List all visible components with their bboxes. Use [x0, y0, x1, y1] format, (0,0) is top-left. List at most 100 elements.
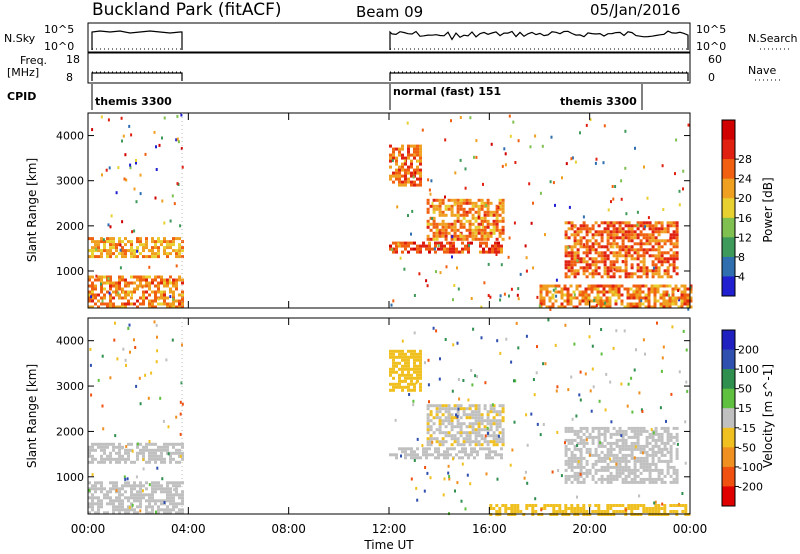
power-cell — [471, 207, 475, 211]
power-cell — [630, 224, 634, 228]
velocity-cell — [604, 408, 607, 412]
power-cell — [435, 204, 439, 208]
power-cell — [468, 231, 472, 235]
power-cell — [665, 293, 669, 297]
velocity-cell — [573, 438, 577, 442]
power-cell — [627, 248, 631, 252]
velocity-cell — [407, 361, 410, 365]
velocity-cell — [121, 502, 124, 506]
power-cell — [584, 290, 588, 294]
velocity-cell — [471, 383, 474, 387]
velocity-colorbar-label: Velocity [m s^-1] — [761, 364, 775, 468]
power-cell — [573, 263, 577, 267]
power-cell — [573, 251, 577, 255]
power-cell — [419, 180, 422, 184]
power-cell — [157, 252, 160, 256]
power-cell — [404, 171, 407, 175]
power-cell — [180, 147, 183, 151]
power-cell — [636, 210, 639, 214]
power-cell — [404, 241, 407, 245]
power-cell — [606, 269, 610, 273]
velocity-cell — [112, 457, 115, 461]
power-cell — [474, 231, 478, 235]
power-cell — [557, 305, 561, 309]
velocity-cell — [618, 429, 622, 433]
power-cell — [453, 213, 457, 217]
power-cell — [497, 241, 500, 245]
power-cell — [671, 302, 675, 306]
power-cell — [602, 305, 606, 309]
velocity-cell — [609, 453, 613, 457]
power-cell — [634, 146, 636, 150]
power-cell — [145, 284, 148, 288]
velocity-cell — [404, 376, 407, 380]
velocity-cell — [169, 487, 172, 491]
power-cell — [555, 278, 558, 282]
velocity-cell — [606, 456, 610, 460]
velocity-cell — [453, 407, 457, 411]
power-cell — [410, 171, 413, 175]
velocity-cell — [112, 505, 115, 509]
power-cell — [613, 268, 616, 272]
power-cell — [450, 204, 454, 208]
velocity-cell — [157, 454, 160, 458]
power-cell — [600, 236, 604, 240]
velocity-cell — [639, 456, 643, 460]
power-cell — [657, 245, 661, 249]
velocity-cell — [469, 482, 472, 486]
velocity-cell — [449, 447, 452, 451]
power-cell — [109, 281, 112, 285]
power-cell — [413, 247, 416, 251]
power-cell — [161, 199, 164, 203]
velocity-cell — [462, 410, 466, 414]
velocity-cell — [91, 502, 94, 506]
power-cell — [657, 272, 661, 276]
velocity-cell — [669, 453, 673, 457]
velocity-cell — [470, 453, 473, 457]
power-cell — [432, 234, 436, 238]
power-cell — [642, 257, 646, 261]
velocity-cell — [651, 480, 655, 484]
velocity-cell — [645, 465, 649, 469]
velocity-cell — [684, 504, 688, 507]
power-cell — [175, 287, 178, 291]
power-cell — [569, 284, 573, 288]
velocity-cell — [109, 454, 112, 458]
power-cell — [630, 257, 634, 261]
power-cell — [123, 177, 126, 181]
power-colorbar-label: Power [dB] — [761, 177, 775, 242]
velocity-cell — [477, 413, 481, 417]
velocity-cell — [468, 425, 472, 429]
power-cell — [612, 236, 616, 240]
velocity-cell — [669, 510, 673, 513]
power-cell — [538, 304, 541, 308]
power-cell — [500, 247, 503, 251]
velocity-cell — [615, 474, 619, 478]
velocity-cell — [109, 502, 112, 506]
power-cell — [451, 235, 454, 239]
power-cell — [636, 221, 640, 225]
velocity-cell — [526, 481, 529, 485]
power-cell — [142, 302, 145, 306]
velocity-cell — [618, 504, 622, 507]
power-cell — [91, 305, 94, 309]
velocity-cell — [579, 438, 583, 442]
power-cell — [582, 245, 586, 249]
velocity-cell — [576, 462, 580, 466]
power-cell — [133, 252, 136, 256]
power-cell — [483, 234, 487, 238]
power-cell — [624, 254, 628, 258]
velocity-cell — [600, 328, 603, 331]
power-cell — [689, 299, 693, 303]
power-cell — [597, 254, 601, 258]
power-cell — [686, 299, 690, 303]
velocity-cell — [136, 451, 139, 455]
velocity-cell — [495, 434, 499, 438]
power-cell — [88, 293, 91, 297]
velocity-cell — [636, 480, 640, 484]
velocity-cell — [474, 431, 478, 435]
velocity-cell — [392, 358, 395, 362]
velocity-cell — [501, 434, 505, 438]
velocity-cell — [474, 440, 478, 444]
velocity-cell — [486, 426, 489, 430]
